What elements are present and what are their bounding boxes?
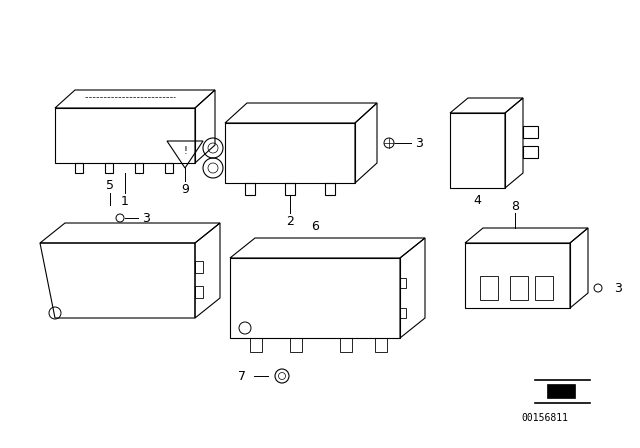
Text: 3: 3 [614, 281, 622, 294]
Text: 2: 2 [286, 215, 294, 228]
Text: !: ! [183, 146, 187, 156]
Polygon shape [547, 384, 575, 398]
Text: 6: 6 [311, 220, 319, 233]
Text: 3: 3 [142, 211, 150, 224]
Text: 9: 9 [181, 182, 189, 195]
Text: 8: 8 [511, 199, 519, 212]
Text: 5: 5 [106, 178, 114, 191]
Text: 3: 3 [415, 137, 423, 150]
Text: 4: 4 [473, 194, 481, 207]
Text: 00156811: 00156811 [522, 413, 568, 423]
Text: 1: 1 [121, 194, 129, 207]
Text: 7: 7 [238, 370, 246, 383]
